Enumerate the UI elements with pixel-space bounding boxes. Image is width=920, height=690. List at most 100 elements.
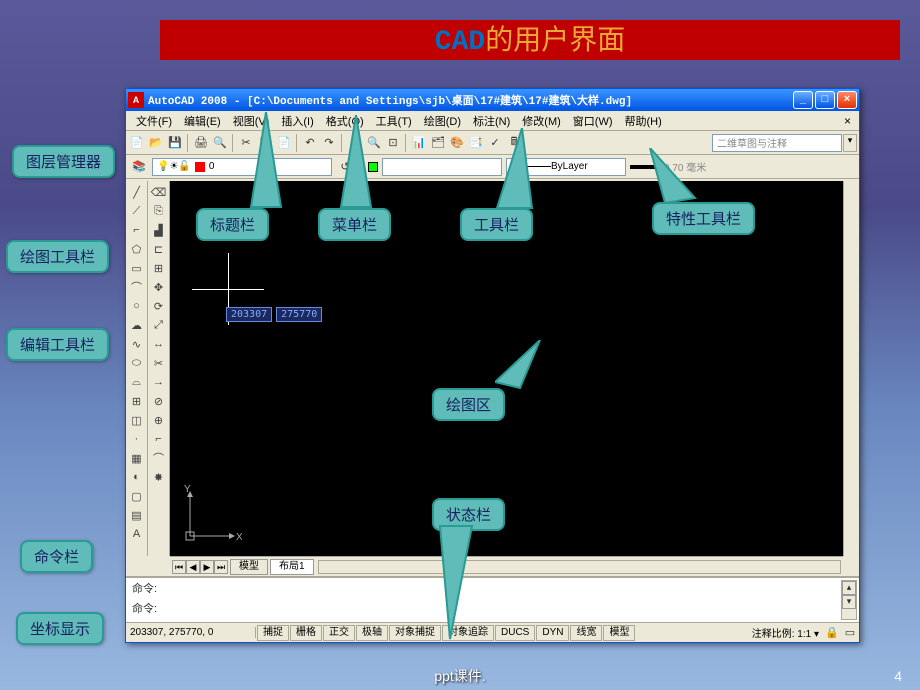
close-button[interactable]: ×	[837, 91, 857, 109]
tab-next-icon[interactable]: ▶	[200, 560, 214, 574]
designcenter-icon[interactable]: 🗂	[429, 134, 447, 152]
draw-toolbar: ╱ ⟋ ⌐ ⬠ ▭ ⌒ ○ ☁ ∿ ⬭ ⌓ ⊞ ◫ · ▦ ◐ ▢ ▤ A	[126, 181, 148, 556]
polygon-icon[interactable]: ⬠	[128, 240, 146, 258]
break-icon[interactable]: ⊘	[150, 392, 168, 410]
app-icon: A	[128, 92, 144, 108]
properties-icon[interactable]: 📊	[410, 134, 428, 152]
line-icon[interactable]: ╱	[128, 183, 146, 201]
dyn-x: 203307	[226, 307, 272, 322]
snap-toggle[interactable]: 捕捉	[257, 625, 289, 641]
dyn-toggle[interactable]: DYN	[536, 625, 569, 641]
spline-icon[interactable]: ∿	[128, 335, 146, 353]
ducs-toggle[interactable]: DUCS	[495, 625, 535, 641]
command-line[interactable]: 命令: 命令: ▴ ▾	[126, 576, 859, 622]
ortho-toggle[interactable]: 正交	[323, 625, 355, 641]
hatch-icon[interactable]: ▦	[128, 449, 146, 467]
layer-combo[interactable]: 💡 ☀ 🔓 0	[152, 158, 332, 176]
new-icon[interactable]: 📄	[128, 134, 146, 152]
lwt-toggle[interactable]: 线宽	[570, 625, 602, 641]
rectangle-icon[interactable]: ▭	[128, 259, 146, 277]
ellipse-icon[interactable]: ⬭	[128, 354, 146, 372]
join-icon[interactable]: ⊕	[150, 411, 168, 429]
title-prefix: CAD	[435, 27, 485, 58]
clean-screen-icon[interactable]: ▭	[841, 624, 859, 642]
undo-icon[interactable]: ↶	[301, 134, 319, 152]
menu-edit[interactable]: 编辑(E)	[178, 113, 227, 129]
preview-icon[interactable]: 🔍	[211, 134, 229, 152]
scroll-down-icon[interactable]: ▾	[842, 595, 856, 609]
minimize-button[interactable]: _	[793, 91, 813, 109]
status-coordinates[interactable]: 203307, 275770, 0	[126, 627, 256, 638]
menu-dimension[interactable]: 标注(N)	[467, 113, 516, 129]
layer-mgr-icon[interactable]: 📚	[130, 158, 148, 176]
polar-toggle[interactable]: 极轴	[356, 625, 388, 641]
gradient-icon[interactable]: ◐	[128, 468, 146, 486]
layer-freeze-icon: ☀	[169, 161, 178, 172]
menu-modify[interactable]: 修改(M)	[516, 113, 567, 129]
status-bar: 203307, 275770, 0 捕捉 栅格 正交 极轴 对象捕捉 对象追踪 …	[126, 622, 859, 642]
erase-icon[interactable]: ⌫	[150, 183, 168, 201]
menu-help[interactable]: 帮助(H)	[619, 113, 668, 129]
trim-icon[interactable]: ✂	[150, 354, 168, 372]
move-icon[interactable]: ✥	[150, 278, 168, 296]
stretch-icon[interactable]: ↔	[150, 335, 168, 353]
annotation-scale[interactable]: 注释比例: 1:1 ▾	[748, 625, 823, 640]
callout-title-bar: 标题栏	[196, 208, 269, 241]
horizontal-scrollbar[interactable]	[318, 560, 841, 574]
tab-model[interactable]: 模型	[230, 559, 268, 575]
extend-icon[interactable]: →	[150, 373, 168, 391]
title-suffix: 的用户界面	[485, 24, 625, 55]
maximize-button[interactable]: □	[815, 91, 835, 109]
sheet-icon[interactable]: 📑	[467, 134, 485, 152]
table-icon[interactable]: ▤	[128, 506, 146, 524]
polyline-icon[interactable]: ⌐	[128, 221, 146, 239]
color-combo[interactable]	[382, 158, 502, 176]
tab-last-icon[interactable]: ⏭	[214, 560, 228, 574]
insert-icon[interactable]: ⊞	[128, 392, 146, 410]
save-icon[interactable]: 💾	[166, 134, 184, 152]
workspace-dropdown-icon[interactable]: ▾	[843, 134, 857, 152]
doc-close-icon[interactable]: ×	[840, 114, 855, 128]
array-icon[interactable]: ⊞	[150, 259, 168, 277]
text-icon[interactable]: A	[128, 525, 146, 543]
ellipse-arc-icon[interactable]: ⌓	[128, 373, 146, 391]
scale-icon[interactable]: ⤢	[150, 316, 168, 334]
menu-file[interactable]: 文件(F)	[130, 113, 178, 129]
tool-palette-icon[interactable]: 🎨	[448, 134, 466, 152]
rotate-icon[interactable]: ⟳	[150, 297, 168, 315]
window-titlebar[interactable]: A AutoCAD 2008 - [C:\Documents and Setti…	[126, 89, 859, 111]
menu-window[interactable]: 窗口(W)	[567, 113, 619, 129]
tab-prev-icon[interactable]: ◀	[186, 560, 200, 574]
fillet-icon[interactable]: ⌒	[150, 449, 168, 467]
layer-color-swatch	[195, 162, 205, 172]
workspace-combo[interactable]: 二维草图与注释	[712, 134, 842, 152]
arc-icon[interactable]: ⌒	[128, 278, 146, 296]
revcloud-icon[interactable]: ☁	[128, 316, 146, 334]
block-icon[interactable]: ◫	[128, 411, 146, 429]
tab-layout1[interactable]: 布局1	[270, 559, 314, 575]
model-toggle[interactable]: 模型	[603, 625, 635, 641]
chamfer-icon[interactable]: ⌐	[150, 430, 168, 448]
offset-icon[interactable]: ⊏	[150, 240, 168, 258]
callout-tool-bar: 工具栏	[460, 208, 533, 241]
open-icon[interactable]: 📂	[147, 134, 165, 152]
print-icon[interactable]: 🖨	[192, 134, 210, 152]
vertical-scrollbar[interactable]	[843, 181, 859, 556]
circle-icon[interactable]: ○	[128, 297, 146, 315]
mirror-icon[interactable]: ▟	[150, 221, 168, 239]
menu-draw[interactable]: 绘图(D)	[418, 113, 467, 129]
cmd-scrollbar[interactable]: ▴ ▾	[841, 580, 857, 620]
lock-ui-icon[interactable]: 🔒	[823, 624, 841, 642]
grid-toggle[interactable]: 栅格	[290, 625, 322, 641]
menu-tools[interactable]: 工具(T)	[370, 113, 418, 129]
explode-icon[interactable]: ✸	[150, 468, 168, 486]
region-icon[interactable]: ▢	[128, 487, 146, 505]
callout-prop-bar: 特性工具栏	[652, 202, 755, 235]
page-number: 4	[894, 668, 902, 684]
scroll-up-icon[interactable]: ▴	[842, 581, 856, 595]
xline-icon[interactable]: ⟋	[128, 202, 146, 220]
zoom-ext-icon[interactable]: ⊡	[384, 134, 402, 152]
tab-first-icon[interactable]: ⏮	[172, 560, 186, 574]
copy-obj-icon[interactable]: ⎘	[150, 202, 168, 220]
point-icon[interactable]: ·	[128, 430, 146, 448]
